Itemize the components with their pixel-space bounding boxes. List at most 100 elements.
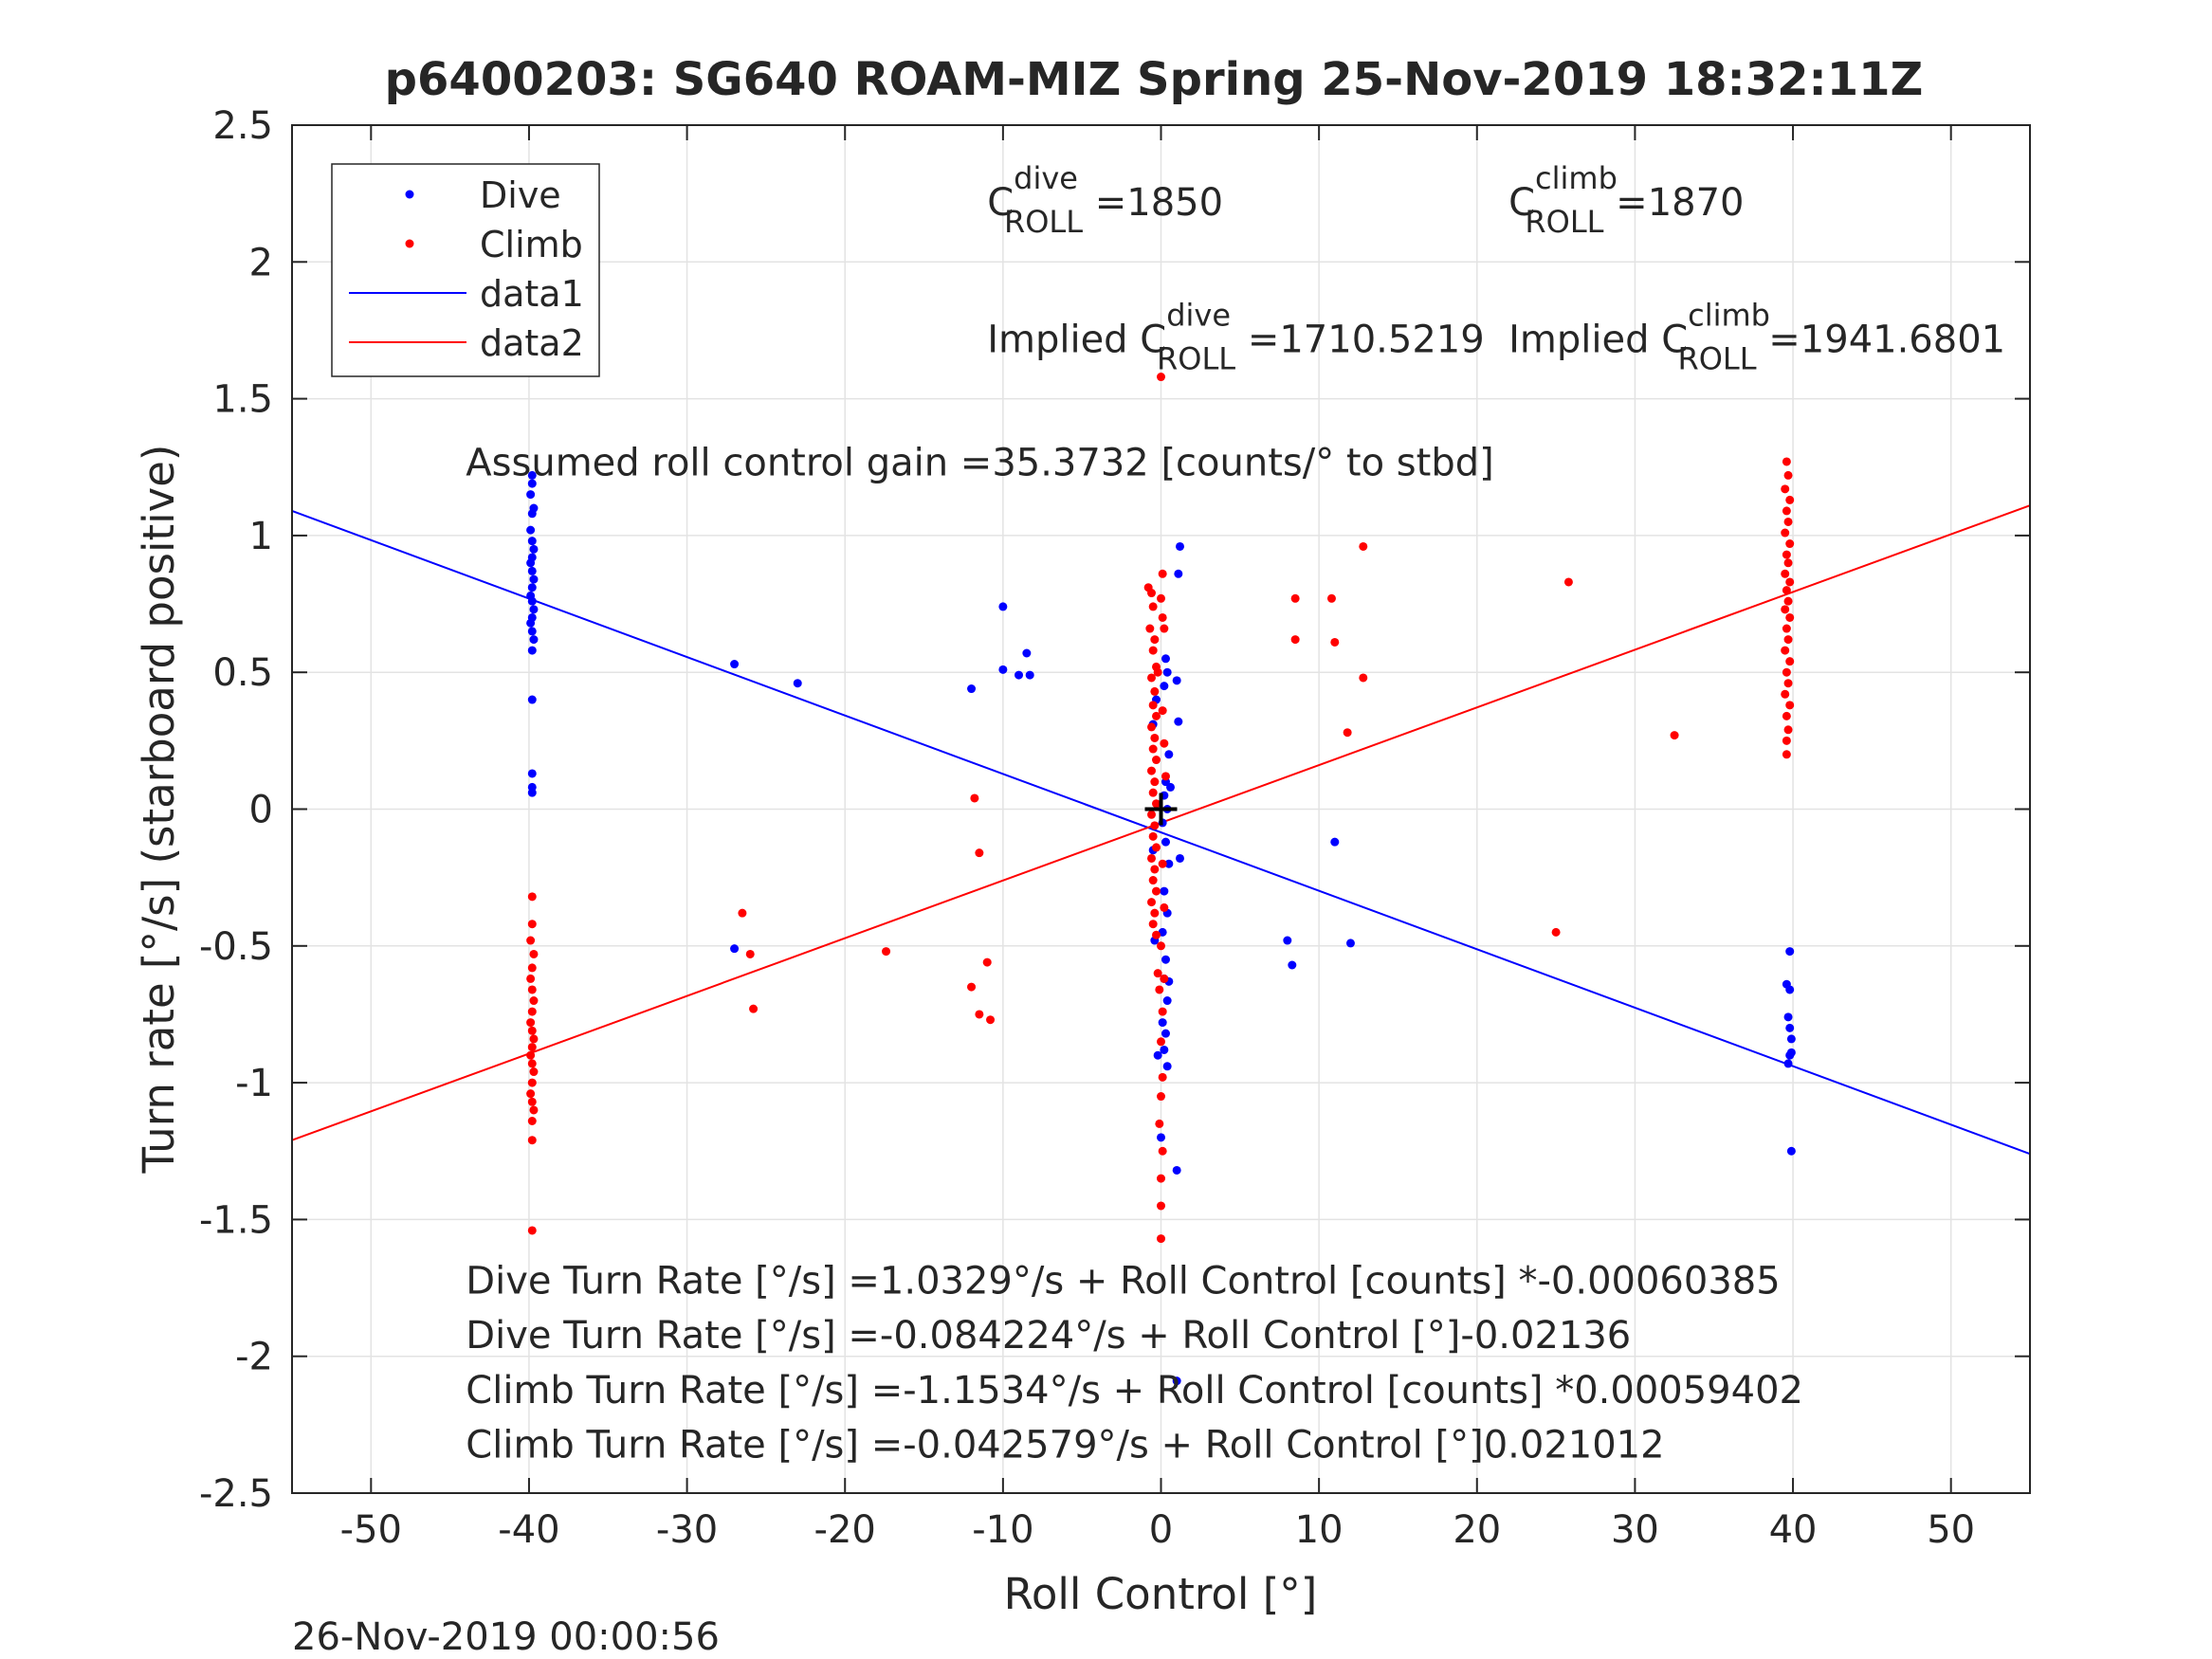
point-climb — [1147, 722, 1157, 732]
point-climb — [527, 1007, 537, 1016]
point-climb — [529, 1034, 539, 1044]
y-tick-label: 1 — [249, 515, 273, 558]
point-climb — [1160, 902, 1169, 912]
data-markers — [526, 373, 1796, 1386]
point-climb — [1148, 831, 1158, 841]
point-climb — [1782, 586, 1791, 595]
point-climb — [1160, 624, 1169, 633]
y-axis-label: Turn rate [°/s] (starboard positive) — [134, 445, 184, 1175]
point-climb — [1785, 495, 1795, 504]
point-dive — [1786, 1034, 1796, 1044]
x-tick-label: 20 — [1453, 1508, 1501, 1552]
point-climb — [1147, 673, 1157, 683]
point-dive — [998, 665, 1008, 674]
footer-timestamp: 26-Nov-2019 00:00:56 — [292, 1615, 720, 1659]
point-climb — [526, 1050, 536, 1060]
y-tick-label: 1.5 — [212, 378, 273, 422]
point-dive — [527, 596, 537, 606]
point-climb — [1148, 788, 1158, 797]
coefficient-label: Implied Cclimb ROLL =1941.6801 — [1508, 298, 2005, 377]
point-climb — [975, 848, 984, 858]
point-dive — [1153, 1050, 1162, 1060]
x-tick-label: 40 — [1769, 1508, 1818, 1552]
point-dive — [527, 470, 537, 480]
point-dive — [1174, 717, 1183, 726]
point-dive — [793, 679, 802, 688]
point-climb — [1150, 821, 1160, 830]
point-dive — [1288, 960, 1297, 970]
legend-label: Dive — [480, 174, 561, 216]
point-dive — [730, 660, 740, 669]
point-dive — [529, 544, 539, 554]
point-dive — [527, 537, 537, 546]
point-climb — [1150, 908, 1160, 918]
x-tick-label: -10 — [972, 1508, 1033, 1552]
center-marker — [1144, 793, 1178, 826]
point-climb — [1290, 593, 1300, 603]
point-dive — [527, 479, 537, 488]
point-dive — [1330, 837, 1340, 847]
y-tick-label: -1 — [235, 1062, 273, 1105]
point-climb — [1359, 673, 1368, 683]
point-climb — [745, 949, 755, 958]
point-climb — [526, 1089, 536, 1099]
point-climb — [1150, 865, 1160, 874]
point-dive — [527, 627, 537, 636]
point-dive — [730, 944, 740, 954]
point-climb — [1147, 766, 1157, 775]
point-climb — [527, 963, 537, 973]
point-climb — [1359, 541, 1368, 551]
point-dive — [1175, 853, 1184, 863]
point-dive — [1783, 1059, 1793, 1068]
point-climb — [1781, 646, 1790, 655]
point-dive — [527, 769, 537, 778]
point-climb — [1782, 667, 1791, 677]
point-climb — [1145, 624, 1155, 633]
y-tick-label: 2.5 — [212, 104, 273, 148]
legend-box — [331, 163, 600, 377]
point-dive — [1283, 936, 1292, 945]
point-dive — [1786, 1146, 1796, 1156]
fit-line-data1 — [291, 509, 2031, 1156]
point-dive — [529, 635, 539, 645]
point-climb — [1158, 706, 1167, 716]
point-climb — [1785, 539, 1795, 549]
point-climb — [1147, 810, 1157, 819]
point-dive — [1164, 859, 1174, 868]
point-climb — [1783, 558, 1793, 568]
coefficient-labels: Cdive ROLL =1850 Cclimb ROLL =1870 Implied C… — [987, 160, 2005, 376]
legend-label: data2 — [480, 322, 584, 364]
point-dive — [1025, 670, 1034, 680]
point-climb — [1783, 679, 1793, 688]
point-climb — [882, 947, 891, 957]
point-climb — [1148, 876, 1158, 885]
point-climb — [526, 1018, 536, 1028]
coefficient-label: Cclimb ROLL =1870 — [1508, 160, 1744, 240]
x-tick-label: -40 — [498, 1508, 559, 1552]
y-tick-labels: -2.5 -2 -1.5 -1 -0.5 0 0.5 1 1.5 2 2.5 — [199, 104, 273, 1516]
point-climb — [527, 892, 537, 902]
point-climb — [1158, 1072, 1167, 1082]
point-climb — [1783, 470, 1793, 480]
y-tick-label: 2 — [249, 241, 273, 284]
point-dive — [527, 509, 537, 519]
y-tick-label: 0.5 — [212, 651, 273, 695]
point-dive — [1157, 1133, 1165, 1142]
y-tick-label: -2.5 — [199, 1472, 273, 1516]
point-climb — [1148, 744, 1158, 754]
point-climb — [1157, 593, 1165, 603]
point-climb — [1782, 736, 1791, 745]
point-climb — [1152, 886, 1161, 896]
x-tick-label: 10 — [1295, 1508, 1344, 1552]
point-climb — [1157, 1037, 1165, 1047]
point-dive — [1172, 1376, 1181, 1386]
point-dive — [526, 490, 536, 500]
point-climb — [527, 1043, 537, 1052]
annotation-text: Climb Turn Rate [°/s] =-0.042579°/s + Ro… — [466, 1423, 1664, 1467]
point-dive — [527, 788, 537, 797]
annotation-text: Assumed roll control gain =35.3732 [coun… — [466, 441, 1493, 484]
point-climb — [1157, 941, 1165, 951]
point-climb — [526, 974, 536, 983]
point-climb — [1785, 577, 1795, 587]
